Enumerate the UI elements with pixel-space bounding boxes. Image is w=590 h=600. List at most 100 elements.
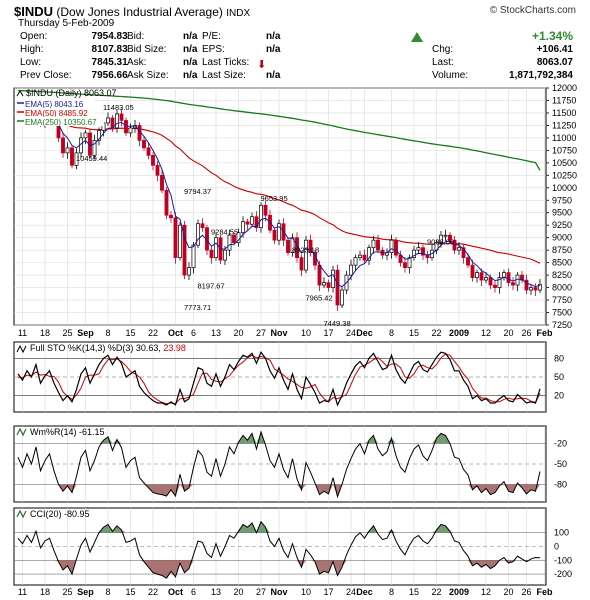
- percent-change: +1.34%: [531, 29, 573, 43]
- x-axis-label-bottom: 18: [40, 587, 50, 597]
- cci-shade: [450, 531, 455, 533]
- candle-body: [160, 174, 164, 191]
- index-name: (Dow Jones Industrial Average): [56, 5, 223, 19]
- willr-shade: [153, 484, 158, 494]
- x-axis-label: 17: [323, 328, 333, 338]
- cci-shade: [157, 560, 162, 576]
- candle-body: [115, 113, 119, 129]
- legend-bg: [16, 108, 94, 117]
- candle-body: [142, 140, 146, 149]
- x-axis-label-bottom: 11: [18, 587, 27, 597]
- sto-d-line: [17, 353, 541, 405]
- candle-body: [164, 189, 169, 216]
- x-axis-label: 2009: [449, 328, 469, 338]
- candle-body: [439, 234, 443, 244]
- willr-shade: [108, 436, 113, 444]
- quote-table-ohlc: Open: 7954.83 High: 8107.83 Low: 7845.31 Pr…: [18, 30, 130, 82]
- candle-body: [335, 269, 340, 306]
- price-annotation: 9088.06: [427, 237, 454, 246]
- candle-body: [412, 249, 416, 258]
- x-axis-label-bottom: Oct: [168, 587, 183, 597]
- price-tick-label: 9000: [552, 233, 572, 243]
- candle-body: [421, 247, 425, 256]
- candle-body: [227, 234, 232, 251]
- candle-body: [277, 223, 281, 241]
- willr-shade: [486, 484, 491, 495]
- x-axis-label-bottom: 17: [323, 587, 333, 597]
- willr-shade: [297, 484, 302, 490]
- willr-shade: [526, 484, 531, 494]
- candle-body: [416, 247, 421, 251]
- price-tick-label: 10500: [552, 158, 577, 168]
- candle-body: [223, 249, 227, 261]
- candle-body: [254, 216, 259, 229]
- willr-shade: [369, 435, 374, 444]
- candle-body: [484, 277, 488, 281]
- candle-body: [182, 224, 187, 276]
- cci-shade: [337, 560, 342, 576]
- x-axis-label: 20: [503, 328, 513, 338]
- candle-body: [479, 272, 484, 281]
- price-legend-label: $INDU (Daily) 8063.07: [26, 88, 117, 98]
- candle-body: [124, 120, 128, 134]
- willr-shade: [481, 484, 486, 493]
- candle-body: [70, 147, 74, 166]
- low-value: 7845.31: [91, 57, 128, 68]
- last-ticks-label: Last Ticks:: [202, 57, 250, 68]
- candle-body: [367, 247, 371, 261]
- willr-shade: [531, 484, 536, 492]
- candle-body: [191, 244, 196, 268]
- x-axis-label: 13: [211, 328, 221, 338]
- willr-shade: [441, 433, 446, 444]
- willr-shade: [166, 484, 171, 496]
- price-annotation: 8923.18: [292, 246, 319, 255]
- last-size-label: Last Size:: [202, 70, 246, 81]
- sto-legend-icon: [16, 344, 27, 354]
- sto-tick-label: 20: [554, 391, 564, 401]
- candle-body: [533, 287, 538, 291]
- x-axis-label-bottom: 15: [125, 587, 135, 597]
- candle-body: [241, 221, 245, 234]
- ema-legend-label: EMA(50) 8485.92: [25, 109, 88, 118]
- ema5-line: [17, 113, 541, 288]
- x-axis-label: 11: [18, 328, 27, 338]
- cci-shade: [36, 531, 41, 533]
- candle-body: [272, 229, 277, 241]
- candle-body: [245, 221, 250, 225]
- ema-legend-label: EMA(250) 10350.67: [25, 118, 97, 127]
- price-tick-label: 8500: [552, 258, 572, 268]
- cci-shade: [67, 560, 72, 575]
- price-tick-label: 10750: [552, 145, 577, 155]
- willr-line: [17, 430, 541, 499]
- x-axis-label: Oct: [168, 328, 183, 338]
- cci-shade: [54, 560, 59, 562]
- candle-body: [331, 269, 335, 288]
- cci-shade: [481, 560, 486, 568]
- sto-legend-label: Full STO %K(14,3) %D(3) 30.63, 23.98: [30, 343, 186, 353]
- price-tick-label: 11500: [552, 108, 576, 118]
- x-axis-label-bottom: Nov: [270, 587, 287, 597]
- candle-body: [173, 217, 178, 258]
- x-axis-label-bottom: 8: [389, 587, 394, 597]
- low-label: Low:: [20, 57, 42, 68]
- price-annotation: 7773.71: [184, 303, 211, 312]
- price-tick-label: 10000: [552, 183, 577, 193]
- cci-tick-label: 100: [554, 528, 569, 538]
- open-label: Open:: [20, 31, 48, 42]
- volume-label: Volume:: [432, 70, 469, 81]
- price-annotation: 9284.55: [211, 228, 238, 237]
- cci-line: [17, 520, 541, 579]
- x-axis-label-bottom: Feb: [536, 587, 553, 597]
- candle-body: [250, 216, 254, 225]
- brand-credit[interactable]: © StockCharts.com: [489, 5, 576, 16]
- candle-body: [322, 282, 326, 286]
- x-axis-label: 26: [521, 328, 531, 338]
- x-axis-label: 27: [256, 328, 266, 338]
- x-axis-label: 6: [191, 328, 196, 338]
- candle-body: [493, 284, 497, 288]
- x-axis-label-bottom: 10: [301, 587, 311, 597]
- cci-shade: [117, 525, 122, 533]
- willr-shade: [508, 484, 513, 493]
